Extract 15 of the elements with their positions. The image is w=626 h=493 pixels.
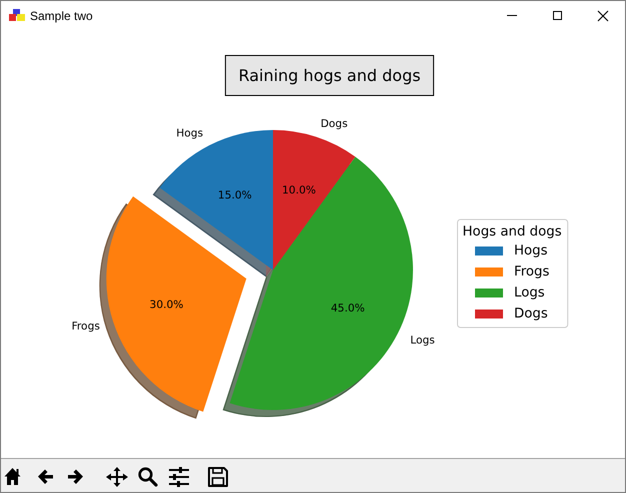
legend-label: Hogs (514, 244, 548, 258)
slice-label: Logs (410, 333, 436, 346)
data-label: 15.0% (218, 188, 252, 202)
slice-label: Dogs (320, 117, 348, 130)
chart-title: Raining hogs and dogs (238, 66, 421, 85)
data-label: 10.0% (282, 184, 316, 197)
legend-label: Dogs (514, 306, 548, 322)
data-label: 30.0% (150, 298, 184, 312)
text: Sample two (30, 9, 94, 23)
legend-label: Logs (514, 286, 545, 300)
slice-label: Hogs (176, 126, 204, 140)
slice-label: Frogs (72, 320, 100, 333)
legend-title: Hogs and dogs (462, 224, 562, 240)
data-label: 45.0% (330, 302, 365, 315)
legend-label: Frogs (514, 264, 550, 280)
